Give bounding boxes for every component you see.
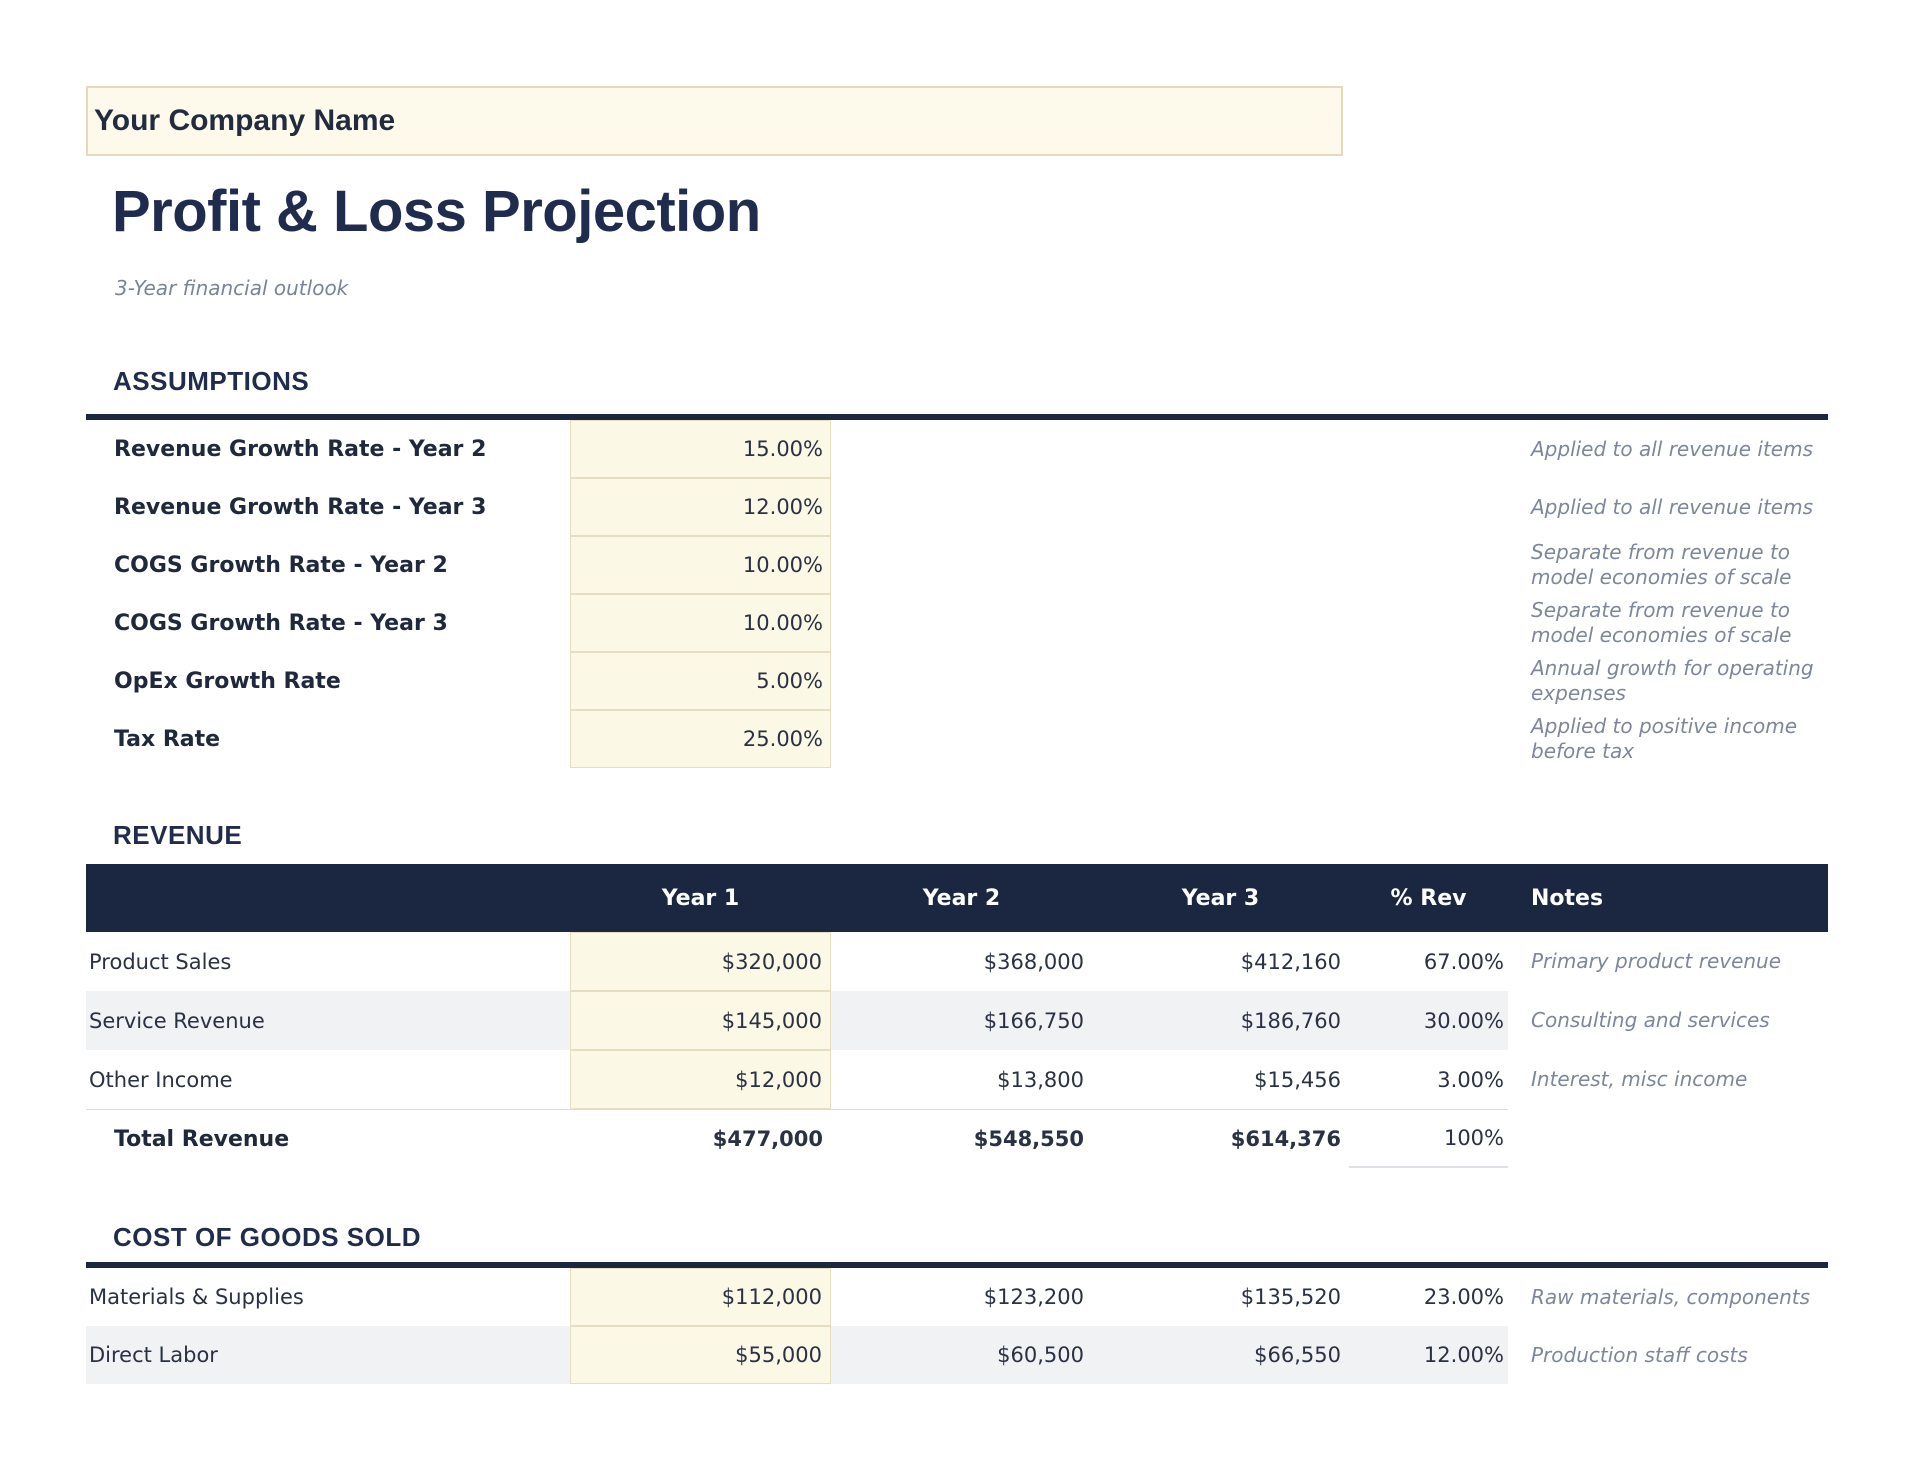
- year1-cell[interactable]: $145,000: [570, 991, 831, 1050]
- assumption-row: Tax Rate 25.00% Applied to positive inco…: [86, 710, 1828, 768]
- year3-total-cell: $614,376: [1092, 1109, 1349, 1168]
- year3-cell: $135,520: [1240, 1285, 1341, 1309]
- assumption-value-cell[interactable]: 10.00%: [570, 536, 831, 594]
- cogs-top-rule: [86, 1262, 1828, 1268]
- column-header-year2: Year 2: [922, 885, 1001, 911]
- assumption-value-cell[interactable]: 5.00%: [570, 652, 831, 710]
- year2-cell: $368,000: [983, 949, 1084, 974]
- assumption-note: Applied to all revenue items: [1531, 436, 1813, 461]
- year2-total-cell: $548,550: [831, 1109, 1092, 1168]
- year2-cell: $166,750: [983, 1008, 1084, 1033]
- total-label: Total Revenue: [86, 1109, 570, 1168]
- assumption-row: Revenue Growth Rate - Year 2 15.00% Appl…: [86, 420, 1828, 478]
- assumption-row: Revenue Growth Rate - Year 3 12.00% Appl…: [86, 478, 1828, 536]
- cogs-table: Materials & Supplies $112,000 $123,200 $…: [86, 1262, 1828, 1384]
- revenue-heading: REVENUE: [113, 820, 243, 850]
- row-label: Service Revenue: [89, 1008, 265, 1033]
- row-label: Product Sales: [89, 949, 232, 974]
- assumption-value-cell[interactable]: 12.00%: [570, 478, 831, 536]
- year3-cell: $412,160: [1240, 949, 1341, 974]
- assumption-label: Revenue Growth Rate - Year 3: [114, 494, 487, 520]
- table-row: Direct Labor $55,000 $60,500 $66,550 12.…: [86, 1326, 1828, 1384]
- assumption-note: Annual growth for operating expenses: [1531, 656, 1814, 705]
- pct-rev-cell: 3.00%: [1437, 1067, 1504, 1092]
- note-cell: Raw materials, components: [1531, 1284, 1811, 1309]
- assumptions-table: Revenue Growth Rate - Year 2 15.00% Appl…: [86, 414, 1828, 768]
- year3-cell: $186,760: [1240, 1008, 1341, 1033]
- table-row: Other Income $12,000 $13,800 $15,456 3.0…: [86, 1050, 1828, 1109]
- assumption-note: Applied to positive income before tax: [1531, 714, 1798, 763]
- pct-rev-cell: 12.00%: [1423, 1343, 1504, 1367]
- note-cell: Interest, misc income: [1531, 1067, 1748, 1091]
- pct-rev-cell: 67.00%: [1423, 949, 1504, 974]
- total-revenue-row: Total Revenue $477,000 $548,550 $614,376…: [86, 1109, 1828, 1168]
- row-label: Other Income: [89, 1067, 233, 1092]
- column-header-pct-rev: % Rev: [1390, 885, 1467, 911]
- year1-cell[interactable]: $55,000: [570, 1326, 831, 1384]
- year2-cell: $123,200: [983, 1285, 1084, 1309]
- pct-rev-cell: 30.00%: [1423, 1008, 1504, 1033]
- assumption-row: COGS Growth Rate - Year 2 10.00% Separat…: [86, 536, 1828, 594]
- assumption-value-cell[interactable]: 15.00%: [570, 420, 831, 478]
- assumption-label: COGS Growth Rate - Year 3: [114, 610, 448, 636]
- assumptions-heading: ASSUMPTIONS: [113, 366, 310, 396]
- year1-cell[interactable]: $12,000: [570, 1050, 831, 1109]
- assumption-label: OpEx Growth Rate: [114, 668, 341, 694]
- assumption-row: COGS Growth Rate - Year 3 10.00% Separat…: [86, 594, 1828, 652]
- year2-cell: $13,800: [997, 1067, 1084, 1092]
- row-label: Materials & Supplies: [89, 1285, 304, 1309]
- year1-cell[interactable]: $112,000: [570, 1268, 831, 1326]
- note-cell: Production staff costs: [1531, 1342, 1748, 1367]
- row-label: Direct Labor: [89, 1343, 218, 1367]
- year2-cell: $60,500: [997, 1343, 1084, 1367]
- table-row: Materials & Supplies $112,000 $123,200 $…: [86, 1268, 1828, 1326]
- revenue-header-row: Year 1 Year 2 Year 3 % Rev Notes: [86, 864, 1828, 932]
- year1-cell[interactable]: $320,000: [570, 932, 831, 991]
- revenue-table: Year 1 Year 2 Year 3 % Rev Notes Product…: [86, 864, 1828, 1168]
- pct-rev-total-cell: 100%: [1349, 1109, 1508, 1168]
- assumption-label: Revenue Growth Rate - Year 2: [114, 436, 487, 462]
- assumption-note: Separate from revenue to model economies…: [1531, 540, 1792, 589]
- assumption-note: Applied to all revenue items: [1531, 494, 1813, 519]
- assumption-value-cell[interactable]: 25.00%: [570, 710, 831, 768]
- assumption-note: Separate from revenue to model economies…: [1531, 598, 1792, 647]
- company-name-label: Your Company Name: [94, 104, 396, 137]
- pct-rev-cell: 23.00%: [1423, 1285, 1504, 1309]
- column-header-year1: Year 1: [661, 885, 740, 911]
- table-row: Product Sales $320,000 $368,000 $412,160…: [86, 932, 1828, 991]
- assumptions-top-rule: [86, 414, 1828, 420]
- page-title: Profit & Loss Projection: [112, 179, 761, 244]
- column-header-notes: Notes: [1531, 885, 1604, 911]
- assumption-value-cell[interactable]: 10.00%: [570, 594, 831, 652]
- assumption-label: Tax Rate: [114, 726, 221, 752]
- note-cell: Primary product revenue: [1531, 949, 1782, 973]
- year1-total-cell: $477,000: [570, 1109, 831, 1168]
- cogs-heading: COST OF GOODS SOLD: [113, 1222, 422, 1252]
- header-gutter: [1508, 864, 1531, 932]
- assumption-label: COGS Growth Rate - Year 2: [114, 552, 448, 578]
- table-row: Service Revenue $145,000 $166,750 $186,7…: [86, 991, 1828, 1050]
- year3-cell: $15,456: [1254, 1067, 1341, 1092]
- note-cell: Consulting and services: [1531, 1008, 1770, 1032]
- company-name-box[interactable]: Your Company Name: [86, 86, 1343, 156]
- year3-cell: $66,550: [1254, 1343, 1341, 1367]
- page-subtitle: 3-Year financial outlook: [115, 276, 349, 300]
- assumption-row: OpEx Growth Rate 5.00% Annual growth for…: [86, 652, 1828, 710]
- column-header-year3: Year 3: [1181, 885, 1260, 911]
- header-spacer: [86, 864, 570, 932]
